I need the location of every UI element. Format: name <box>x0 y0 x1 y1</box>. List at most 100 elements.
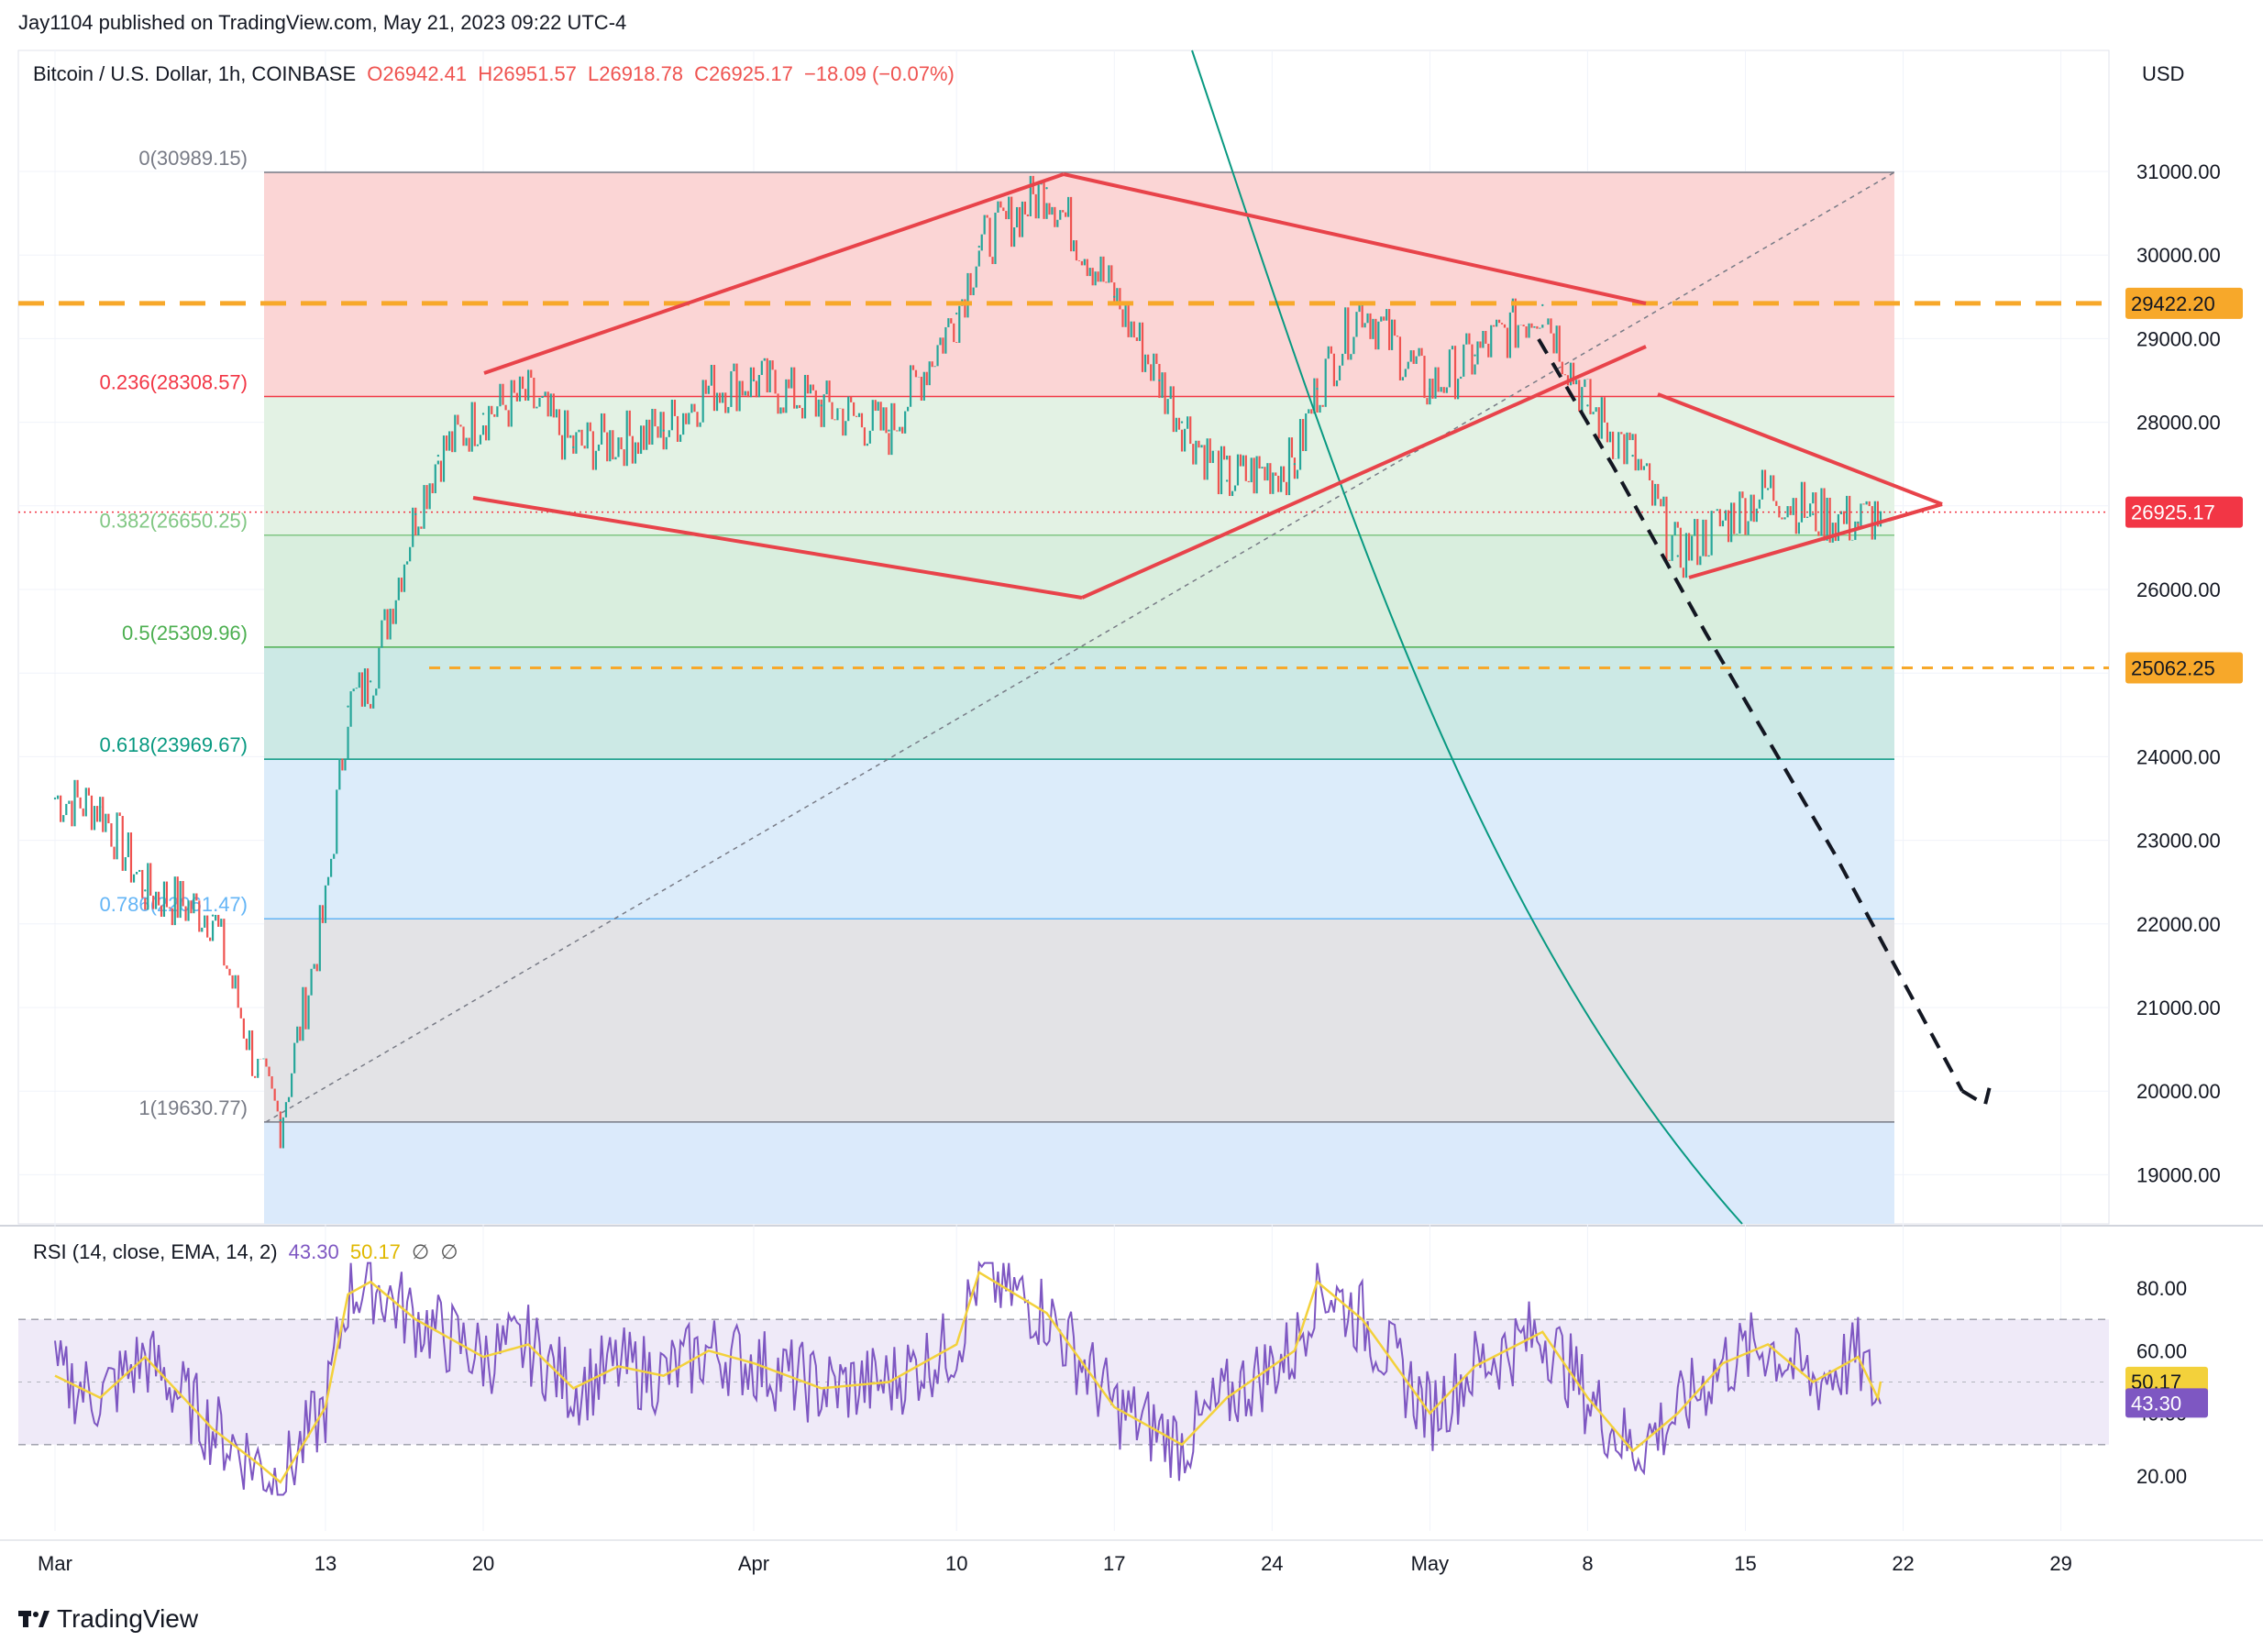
price-anchor-point <box>888 429 890 432</box>
price-tick-label: 19000.00 <box>2136 1163 2221 1186</box>
fib-zone <box>264 759 1894 920</box>
rsi-legend-extra1: ∅ <box>412 1240 430 1263</box>
price-anchor-point <box>1766 488 1770 490</box>
triangle-upper-line <box>1657 392 1943 506</box>
price-anchor-point <box>707 387 711 391</box>
fib-level-label: 1(19630.77) <box>138 1096 248 1119</box>
price-anchor-point <box>1429 387 1431 391</box>
price-anchor-point <box>572 446 575 449</box>
price-anchor-point <box>1045 187 1048 190</box>
time-tick-label: 8 <box>1582 1552 1593 1575</box>
price-anchor-point <box>481 413 485 415</box>
rsi-tick-label: 60.00 <box>2136 1339 2187 1362</box>
price-anchor-point <box>1721 521 1725 524</box>
price-anchor-point <box>1586 404 1589 407</box>
projection-path-line <box>1537 337 1964 1092</box>
tradingview-brand[interactable]: TradingView <box>18 1604 198 1634</box>
time-tick-label: Apr <box>738 1552 769 1575</box>
price-anchor-point <box>1113 295 1116 298</box>
time-tick-label: 20 <box>472 1552 494 1575</box>
price-anchor-point <box>279 1118 281 1122</box>
wedge-lower-line <box>1081 345 1647 600</box>
symbol-title: Bitcoin / U.S. Dollar, 1h, COINBASE <box>33 62 357 85</box>
price-anchor-point <box>324 906 327 909</box>
wedge-upper-line <box>1063 172 1647 305</box>
rsi-legend-value: 43.30 <box>288 1240 339 1263</box>
rsi-tick-label: 20.00 <box>2136 1465 2187 1488</box>
rsi-legend-ma: 50.17 <box>349 1240 401 1263</box>
rsi-ma-line <box>54 1271 1882 1484</box>
price-anchor-point <box>1293 463 1297 466</box>
last-price-badge: 26925.17 <box>2131 501 2215 524</box>
support-badge: 25062.25 <box>2131 657 2215 680</box>
time-tick-label: Mar <box>38 1552 72 1575</box>
price-tick-label: 22000.00 <box>2136 913 2221 936</box>
rsi-legend[interactable]: RSI (14, close, EMA, 14, 2) 43.30 50.17 … <box>33 1240 464 1264</box>
price-anchor-point <box>1225 479 1229 482</box>
legend-open: O26942.41 <box>367 62 468 85</box>
time-tick-label: 15 <box>1734 1552 1756 1575</box>
price-anchor-point <box>1676 555 1679 557</box>
price-anchor-point <box>1316 387 1319 391</box>
fib-zone <box>264 919 1894 1122</box>
legend-change: −18.09 (−0.07%) <box>803 62 955 85</box>
time-tick-label: 17 <box>1103 1552 1125 1575</box>
price-anchor-point <box>820 404 822 407</box>
price-axis: 31000.0030000.0029000.0028000.0027000.00… <box>2125 62 2243 1186</box>
price-tick-label: 24000.00 <box>2136 745 2221 768</box>
fibonacci-retracement: 0(30989.15) 0.236(28308.57) 0.382(26650.25… <box>100 147 1895 1224</box>
fib-level-label: 0.382(26650.25) <box>100 510 248 533</box>
legend-close: C26925.17 <box>694 62 793 85</box>
rsi-legend-extra2: ∅ <box>440 1240 458 1263</box>
price-anchor-point <box>1474 354 1476 357</box>
fib-zone-extension <box>264 1121 1894 1224</box>
price-anchor-point <box>144 889 147 892</box>
price-anchor-point <box>369 680 372 683</box>
time-tick-label: 10 <box>945 1552 967 1575</box>
price-anchor-point <box>617 437 620 441</box>
price-anchor-point <box>955 312 958 315</box>
fib-level-label: 0.5(25309.96) <box>122 622 248 644</box>
price-anchor-point <box>257 1073 259 1076</box>
price-tick-label: 31000.00 <box>2136 160 2221 183</box>
price-anchor-point <box>977 245 980 248</box>
price-anchor-point <box>53 797 57 800</box>
symbol-legend[interactable]: Bitcoin / U.S. Dollar, 1h, COINBASE O269… <box>33 62 960 86</box>
legend-high: H26951.57 <box>478 62 577 85</box>
rsi-value-badge-bg <box>2125 1388 2208 1418</box>
price-anchor-point <box>752 379 756 382</box>
price-tick-label: 29000.00 <box>2136 327 2221 350</box>
triangle-apex-line <box>1888 502 1943 522</box>
price-anchor-point <box>1180 421 1184 424</box>
rsi-tick-label: 80.00 <box>2136 1277 2187 1300</box>
price-anchor-point <box>1541 303 1544 307</box>
price-tick-label: 21000.00 <box>2136 997 2221 1019</box>
price-tick-label: 23000.00 <box>2136 830 2221 853</box>
time-tick-label: 22 <box>1892 1552 1914 1575</box>
price-anchor-point <box>347 705 349 708</box>
last-price-badge-bg <box>2125 496 2243 528</box>
price-anchor-point <box>98 805 102 809</box>
price-anchor-point <box>436 454 440 457</box>
price-anchor-point <box>1812 512 1815 516</box>
broadening-upper-line <box>483 172 1065 375</box>
time-tick-label: 24 <box>1261 1552 1283 1575</box>
projection-tip-line <box>1960 1085 1992 1108</box>
price-anchor-point <box>662 429 665 432</box>
time-tick-label: 29 <box>2049 1552 2071 1575</box>
price-series <box>53 175 1882 1149</box>
rsi-line <box>54 1260 1882 1496</box>
price-anchor-point <box>1857 521 1860 524</box>
curve-trend-line <box>1191 50 1743 1225</box>
legend-low: L26918.78 <box>588 62 684 85</box>
price-tick-label: 20000.00 <box>2136 1080 2221 1103</box>
price-tick-label: 26000.00 <box>2136 578 2221 601</box>
price-anchor-point <box>526 396 530 399</box>
fib-level-label: 0.786(22061.47) <box>100 893 248 916</box>
time-axis: Mar 13 20 Apr 10 17 24 May 8 15 22 29 <box>38 1552 2072 1575</box>
fib-level-label: 0(30989.15) <box>138 147 248 170</box>
price-tick-label: 30000.00 <box>2136 244 2221 267</box>
resistance-badge-bg <box>2125 287 2243 319</box>
resistance-badge: 29422.20 <box>2131 292 2215 315</box>
